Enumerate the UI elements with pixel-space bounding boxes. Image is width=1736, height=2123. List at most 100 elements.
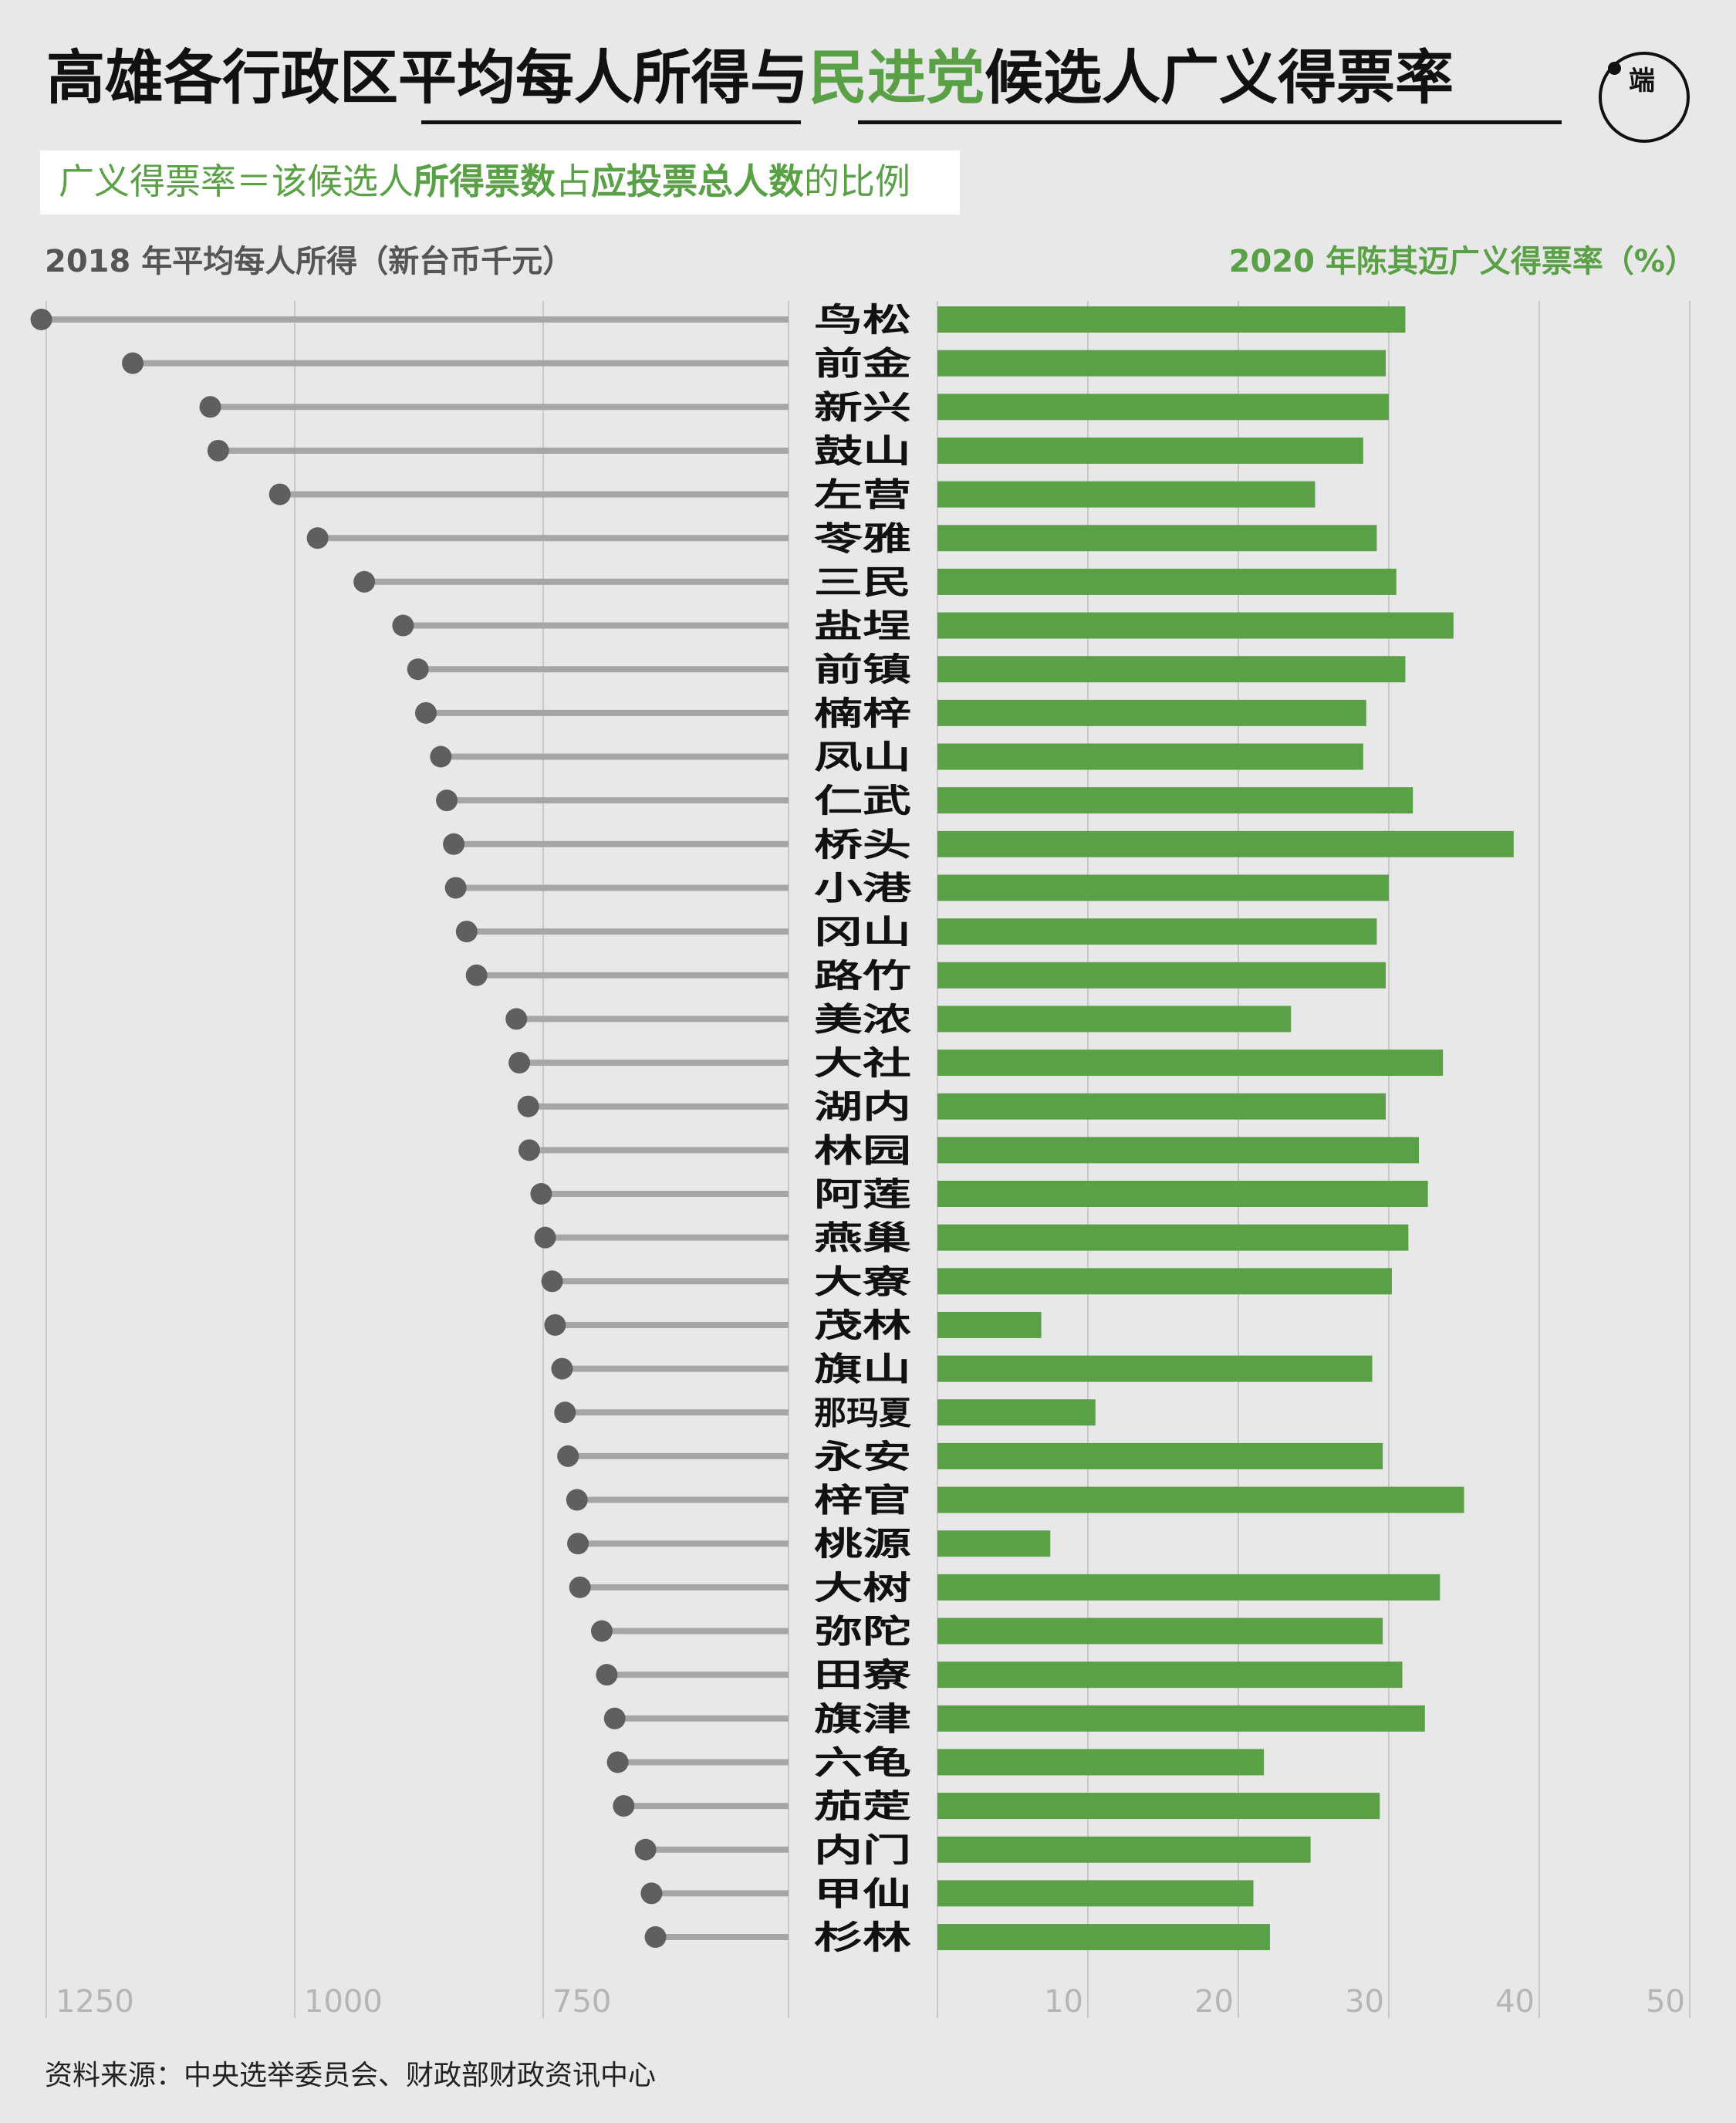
title-part-1: 高雄各行政区 <box>46 43 398 112</box>
lollipop-dot <box>199 396 221 418</box>
district-label: 大寮 <box>814 1263 911 1300</box>
vote-bar <box>937 1924 1270 1951</box>
district-label: 林园 <box>814 1131 911 1169</box>
district-label: 田寮 <box>814 1656 911 1694</box>
lollipop-dot <box>644 1926 667 1949</box>
logo-dot <box>1608 62 1621 75</box>
vote-bar <box>937 787 1413 814</box>
lollipop-dot <box>392 614 414 637</box>
lollipop-dot <box>554 1401 576 1424</box>
lollipop-dot <box>122 352 144 374</box>
district-label: 燕巢 <box>814 1219 911 1257</box>
vote-bar <box>937 830 1514 857</box>
vote-tick-label: 10 <box>1044 1984 1083 2020</box>
lollipop-layer <box>30 309 789 1949</box>
district-label: 小港 <box>814 869 912 907</box>
lollipop-dot <box>353 570 376 593</box>
district-label: 鼓山 <box>814 432 911 470</box>
vote-bar <box>937 743 1363 770</box>
lollipop-dot <box>544 1313 566 1336</box>
vote-bar <box>937 1530 1051 1557</box>
left-axis-header: 2018 年平均每人所得（新台币千元） <box>45 244 574 279</box>
lollipop-dot <box>430 745 452 768</box>
lollipop-dot <box>455 921 478 943</box>
vote-bar <box>937 306 1406 333</box>
vote-bar <box>937 1050 1444 1077</box>
title-part-2: 平均每人所得 <box>398 43 750 112</box>
district-label: 桥头 <box>814 826 911 864</box>
vote-bar <box>937 612 1454 639</box>
vote-bar <box>937 437 1363 464</box>
lollipop-dot <box>415 701 437 724</box>
lollipop-dot <box>640 1882 663 1905</box>
source-note: 资料来源：中央选举委员会、财政部财政资讯中心 <box>45 2060 657 2091</box>
vote-bar <box>937 1268 1392 1295</box>
vote-bar <box>937 394 1389 421</box>
district-label: 内门 <box>814 1831 911 1869</box>
lollipop-dot <box>530 1183 552 1205</box>
lollipop-dot <box>465 964 488 986</box>
lollipop-dot <box>613 1795 635 1817</box>
title-underline-1 <box>421 120 801 124</box>
lollipop-dot <box>30 309 52 330</box>
district-label: 盐埕 <box>814 607 911 645</box>
vote-bar <box>937 1618 1383 1645</box>
vote-bar <box>937 656 1406 683</box>
vote-bar <box>937 1311 1042 1338</box>
bar-layer <box>937 306 1514 1951</box>
district-label: 弥陀 <box>814 1613 911 1651</box>
chart-title: 高雄各行政区平均每人所得与民进党候选人广义得票率 <box>46 40 1454 117</box>
district-label: 大树 <box>814 1569 911 1607</box>
lollipop-dot <box>541 1270 563 1293</box>
lollipop-dot <box>596 1664 618 1686</box>
vote-tick-label: 30 <box>1345 1984 1384 2020</box>
vote-bar <box>937 1836 1311 1863</box>
vote-bar <box>937 1705 1425 1732</box>
vote-bar <box>937 918 1377 945</box>
lollipop-dot <box>269 483 291 505</box>
vote-bar <box>937 1486 1464 1513</box>
district-label: 梓官 <box>814 1482 911 1520</box>
district-label: 杉林 <box>814 1918 911 1956</box>
district-label: 新兴 <box>814 388 911 426</box>
district-label: 茄萣 <box>814 1787 911 1825</box>
vote-bar <box>937 1880 1254 1907</box>
lollipop-dot <box>603 1707 626 1729</box>
district-label: 永安 <box>814 1438 911 1476</box>
district-label: 旗津 <box>814 1700 911 1738</box>
lollipop-dot <box>567 1533 589 1555</box>
vote-tick-label: 40 <box>1495 1984 1535 2020</box>
label-layer: 鸟松前金新兴鼓山左营苓雅三民盐埕前镇楠梓凤山仁武桥头小港冈山路竹美浓大社湖内林园… <box>814 301 912 1956</box>
lollipop-dot <box>566 1489 588 1511</box>
vote-bar <box>937 350 1386 377</box>
district-label: 阿莲 <box>814 1175 911 1213</box>
title-part-4: 民进党 <box>809 43 985 112</box>
lollipop-dot <box>207 439 229 461</box>
vote-bar <box>937 1749 1265 1776</box>
district-label: 前镇 <box>814 651 911 688</box>
vote-bar <box>937 1355 1373 1382</box>
vote-bar <box>937 568 1397 595</box>
vote-bar <box>937 1137 1419 1164</box>
lollipop-dot <box>306 527 329 549</box>
district-label: 六龟 <box>814 1743 911 1781</box>
vote-tick-label: 50 <box>1646 1984 1685 2020</box>
district-label: 三民 <box>814 563 911 601</box>
tick-layer: 1250 1000 750 10 20 30 40 50 <box>56 1984 1685 2020</box>
district-label: 甲仙 <box>814 1875 911 1912</box>
lollipop-dot <box>443 833 465 855</box>
vote-bar <box>937 874 1389 901</box>
district-label: 楠梓 <box>814 695 911 732</box>
definition-text: 广义得票率＝该候选人所得票数占应投票总人数的比例 <box>59 157 910 206</box>
lollipop-dot <box>407 658 429 681</box>
definition-box <box>40 150 960 215</box>
definition-part-4: 应投票总人数 <box>591 161 804 202</box>
lollipop-dot <box>518 1139 540 1161</box>
district-label: 湖内 <box>814 1088 911 1126</box>
district-label: 路竹 <box>814 957 911 995</box>
vote-bar <box>937 1662 1403 1689</box>
district-label: 那玛夏 <box>814 1394 912 1432</box>
district-label: 桃源 <box>814 1525 911 1563</box>
district-label: 仁武 <box>814 782 911 820</box>
district-label: 旗山 <box>814 1351 911 1388</box>
